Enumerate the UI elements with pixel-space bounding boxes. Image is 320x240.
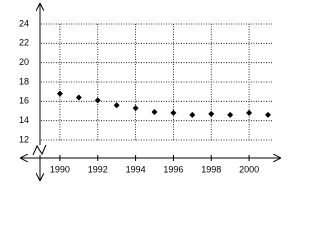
plot: 12 14 16 18 20 22 24 1990 1992 1994 1996 1998 2000	[19, 18, 272, 174]
point	[113, 102, 120, 109]
axis-break	[32, 144, 47, 156]
point	[208, 110, 215, 117]
chart: 12 14 16 18 20 22 24 1990 1992 1994 1996 1998 2000	[19, 0, 283, 182]
y-tick-label: 12	[19, 134, 29, 144]
y-tick-label: 14	[19, 115, 29, 125]
point	[246, 109, 253, 116]
y-tick-label: 16	[19, 96, 29, 106]
point	[265, 111, 271, 118]
y-tick-label: 20	[19, 57, 29, 67]
y-tick-label: 24	[19, 18, 29, 28]
y-tick-label: 18	[19, 76, 29, 86]
x-tick-label: 1992	[88, 164, 108, 174]
x-tick-label: 1990	[50, 164, 70, 174]
point	[94, 97, 101, 104]
point	[227, 111, 234, 118]
point	[132, 105, 139, 112]
page: {"chart_data": {"type": "scatter", "x": …	[18, 0, 283, 182]
x-tick-label: 2000	[239, 164, 259, 174]
point	[75, 94, 82, 101]
point	[189, 111, 196, 118]
point	[170, 109, 177, 116]
x-tick-label: 1996	[163, 164, 183, 174]
point	[151, 108, 158, 115]
x-tick-label: 1998	[201, 164, 221, 174]
y-tick-label: 22	[19, 38, 29, 48]
x-tick-label: 1994	[126, 164, 146, 174]
point	[56, 90, 63, 97]
